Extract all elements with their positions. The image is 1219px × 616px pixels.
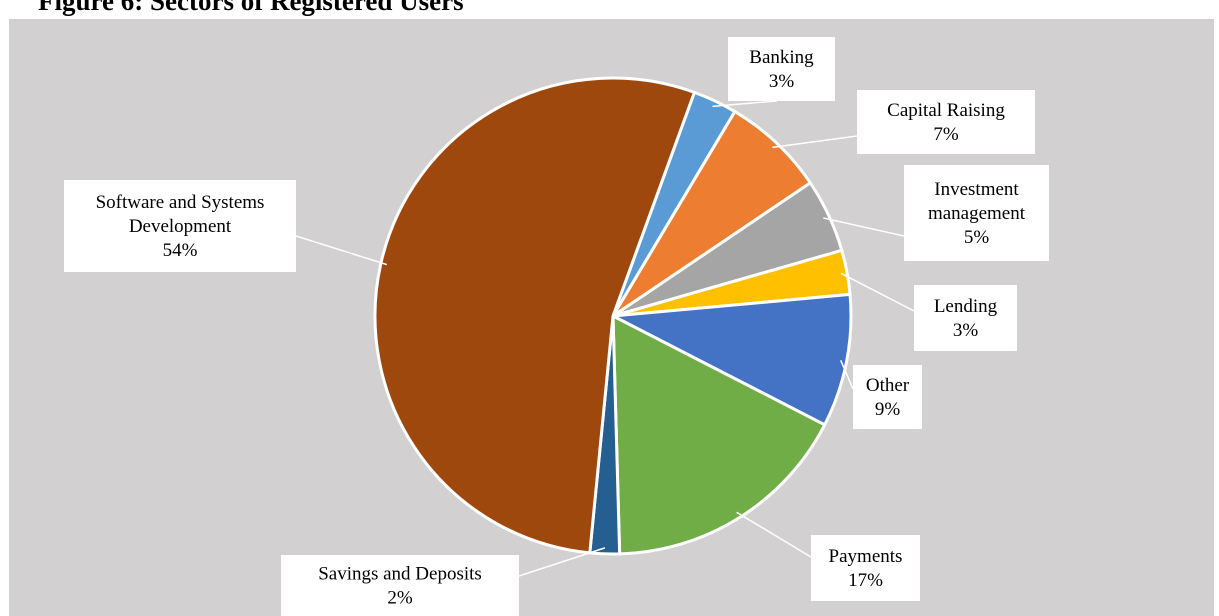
leader-line	[772, 135, 858, 149]
data-label-percent: 5%	[964, 227, 990, 248]
data-label-investment-management: Investment management 5%	[823, 165, 1049, 261]
data-label-lending: Lending 3%	[840, 272, 1017, 351]
data-label-banking: Banking 3%	[712, 37, 835, 108]
data-label-text: Lending	[934, 296, 998, 317]
leader-line	[712, 100, 778, 108]
data-label-box	[811, 535, 920, 601]
leader-line	[840, 360, 854, 390]
data-label-box	[64, 180, 296, 272]
data-label-text: management	[928, 203, 1026, 224]
data-label-percent: 17%	[848, 570, 883, 591]
data-label-percent: 2%	[387, 588, 413, 609]
data-label-box	[914, 285, 1017, 351]
data-label-percent: 3%	[769, 71, 795, 92]
data-label-text: Development	[129, 216, 232, 237]
data-label-percent: 54%	[163, 240, 198, 261]
data-label-box	[728, 37, 835, 101]
data-label-text: Banking	[749, 47, 814, 68]
data-label-text: Software and Systems	[96, 192, 265, 213]
data-label-box	[904, 165, 1049, 261]
leader-line	[736, 511, 812, 558]
data-label-software-and-systems-development: Software and Systems Development 54%	[64, 180, 388, 272]
data-label-capital-raising: Capital Raising 7%	[772, 90, 1035, 154]
data-label-savings-and-deposits: Savings and Deposits 2%	[281, 547, 606, 616]
data-label-percent: 3%	[953, 320, 979, 341]
data-label-box	[857, 90, 1035, 154]
data-label-box	[281, 555, 519, 616]
data-label-text: Payments	[829, 546, 903, 567]
pie-slice-other	[611, 292, 853, 427]
leader-line	[295, 235, 388, 266]
data-label-text: Capital Raising	[887, 100, 1005, 121]
data-label-percent: 7%	[933, 124, 959, 145]
figure-title: Figure 6: Sectors of Registered Users	[38, 0, 464, 16]
leader-line	[823, 217, 905, 237]
data-label-text: Investment	[934, 179, 1019, 200]
data-label-text: Savings and Deposits	[318, 564, 482, 585]
leader-line	[840, 272, 915, 312]
data-label-box	[853, 365, 922, 429]
data-label-percent: 9%	[875, 399, 901, 420]
data-label-text: Other	[866, 375, 910, 396]
data-label-payments: Payments 17%	[736, 511, 920, 601]
pie-slice-payments	[611, 314, 827, 556]
data-label-other: Other 9%	[840, 360, 922, 429]
leader-line	[518, 547, 606, 577]
pie-slice-capital-raising	[611, 110, 812, 318]
